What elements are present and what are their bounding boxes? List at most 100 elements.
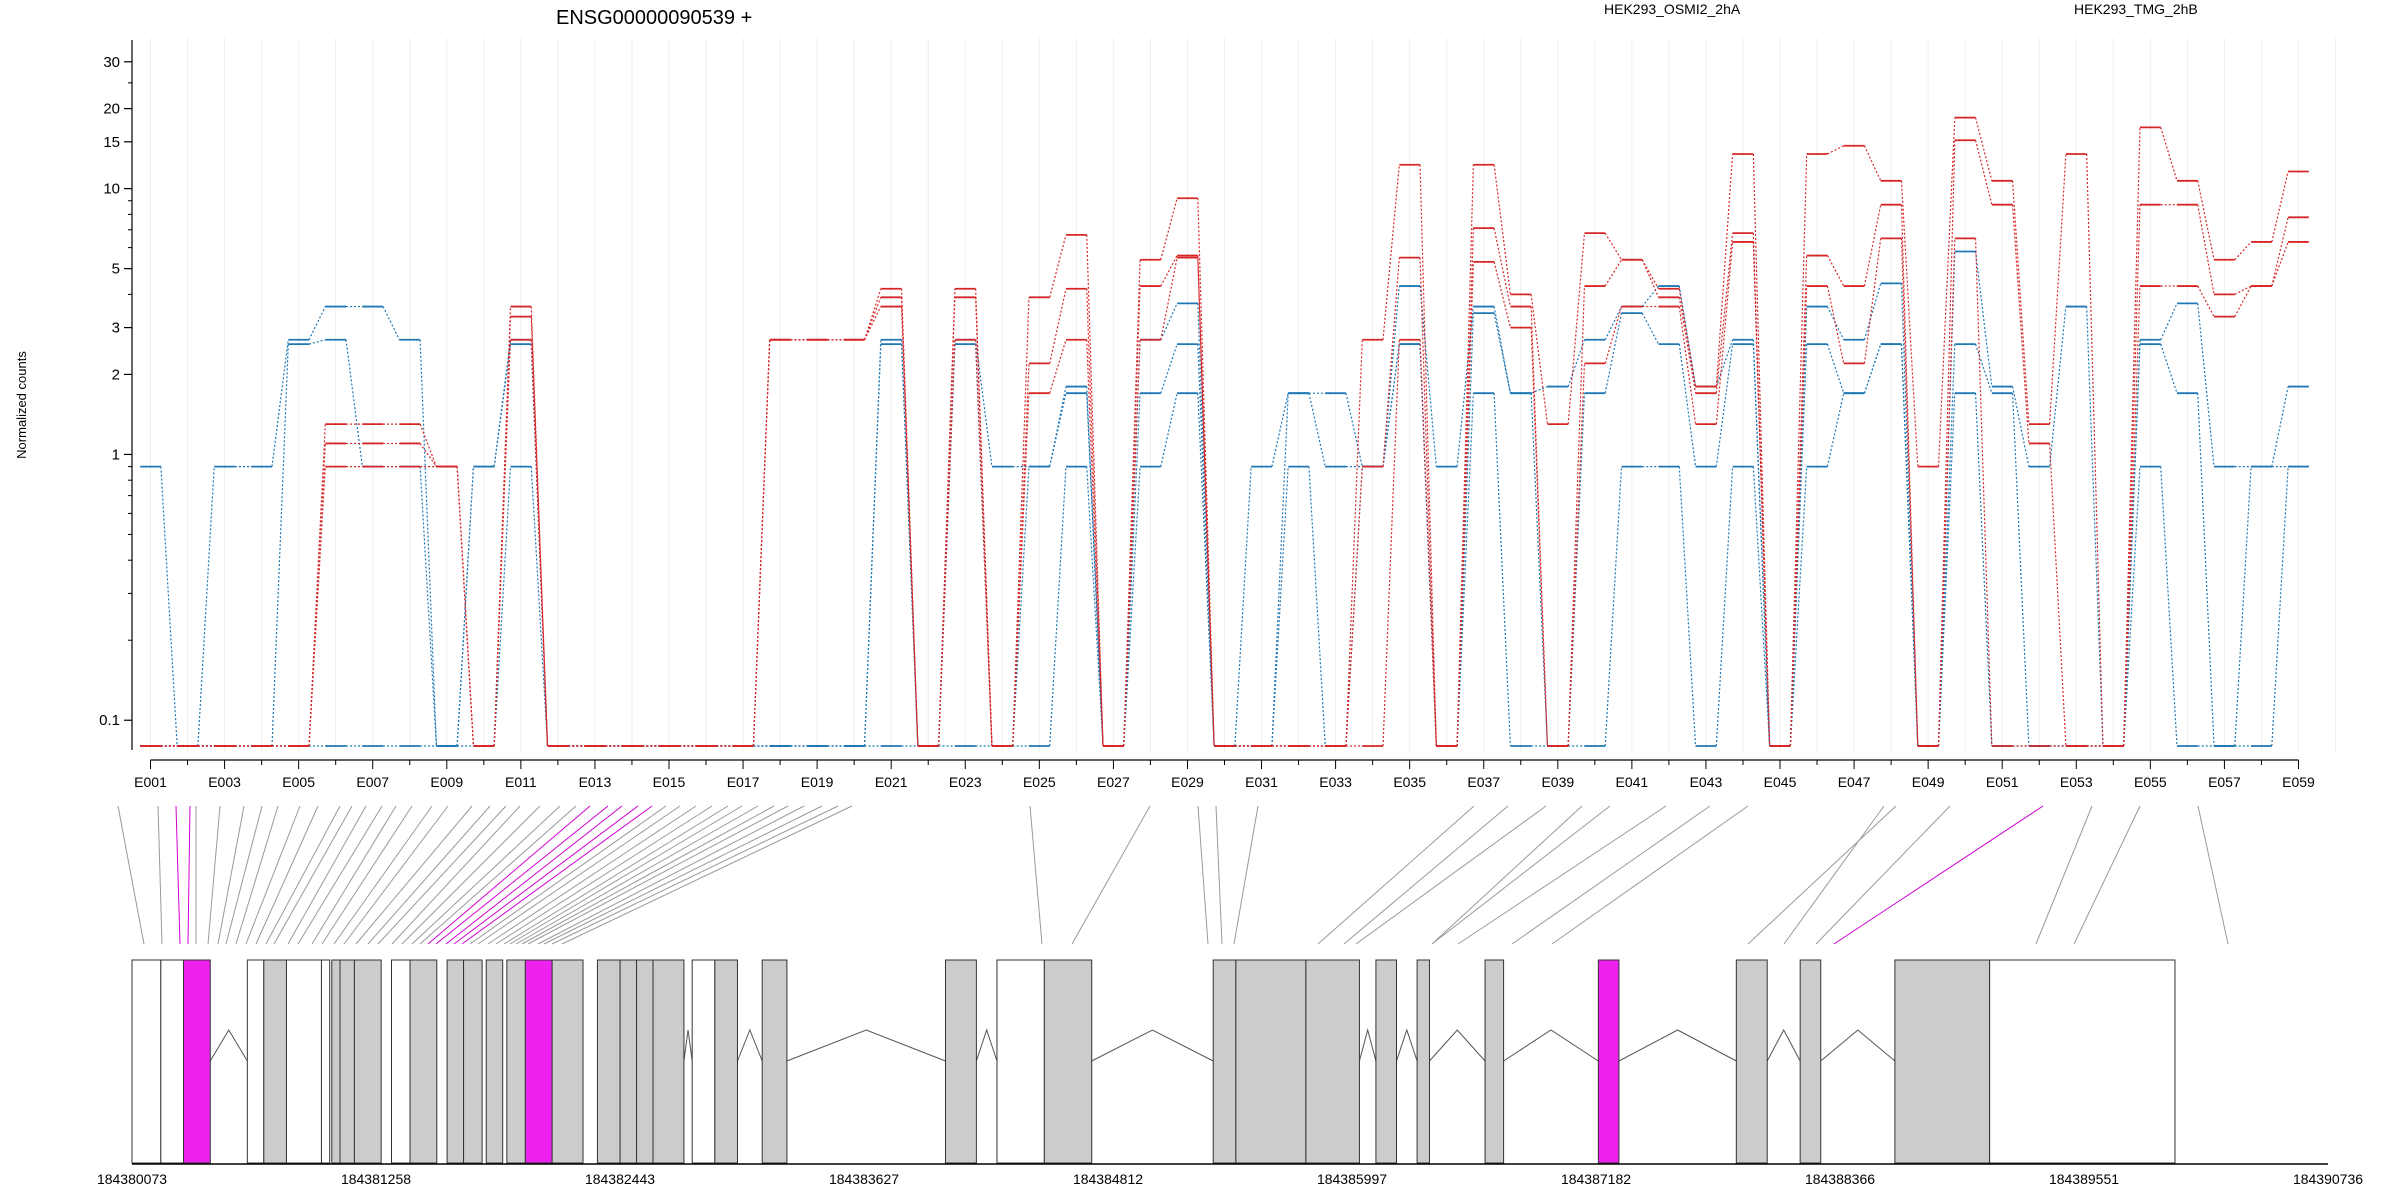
- bin-transition: [1086, 288, 1104, 747]
- exon-block: [761, 959, 788, 1164]
- x-tick-label: E015: [653, 774, 686, 790]
- bin-transition: [1049, 339, 1067, 394]
- bin-transition: [530, 466, 549, 747]
- exon-block: [1484, 959, 1505, 1164]
- x-tick-label: E051: [1986, 774, 2019, 790]
- exon-block: [182, 959, 211, 1164]
- x-tick-label: E007: [356, 774, 389, 790]
- exon-block: [1416, 959, 1430, 1164]
- exon-connector: [343, 805, 449, 945]
- bin-transition: [1049, 466, 1067, 747]
- bin-transition: [1826, 255, 1845, 287]
- bin-transition: [2271, 241, 2289, 287]
- exon-connector: [311, 805, 397, 945]
- bin-transition: [1160, 257, 1178, 340]
- bin-transition: [2160, 303, 2178, 341]
- exon-block: [463, 959, 483, 1164]
- bin-transition: [1715, 241, 1734, 425]
- exon-block: [320, 959, 331, 1164]
- bin-transition: [160, 466, 178, 747]
- exon-bin-connectors: [117, 805, 2229, 945]
- bin-transition: [1419, 285, 1437, 467]
- y-tick-label: 3: [112, 320, 120, 337]
- exon-connector: [411, 805, 561, 945]
- bin-transition: [1012, 297, 1030, 747]
- bin-transition: [2197, 285, 2215, 317]
- bin-transition: [1345, 339, 1363, 747]
- exon-connector: [1833, 805, 2044, 945]
- x-tick-label: E019: [801, 774, 834, 790]
- bin-transition: [1678, 344, 1697, 467]
- bin-transition: [1160, 198, 1178, 260]
- bin-transition: [1345, 393, 1363, 467]
- bin-transition: [1604, 466, 1623, 747]
- bin-transition: [1419, 339, 1437, 747]
- x-tick-label: E057: [2208, 774, 2241, 790]
- bin-transition: [900, 306, 919, 747]
- bin-transition: [1641, 312, 1660, 345]
- x-tick-label: E003: [208, 774, 241, 790]
- x-tick-label: E027: [1097, 774, 1130, 790]
- bin-transition: [2160, 127, 2178, 181]
- bin-transition: [1641, 259, 1660, 298]
- bin-transition: [419, 423, 437, 467]
- y-axis-label: Normalized counts: [14, 351, 29, 459]
- exon-connector: [453, 805, 639, 945]
- x-tick-label: E055: [2134, 774, 2167, 790]
- chart-title: ENSG00000090539 +: [556, 7, 752, 29]
- bin-transition: [1863, 238, 1882, 364]
- x-tick-label: E035: [1393, 774, 1426, 790]
- bin-transition: [2234, 466, 2252, 747]
- bin-transition: [493, 339, 512, 467]
- bin-transition: [493, 306, 512, 747]
- bin-transition: [1604, 306, 1623, 364]
- intron-line: [737, 1028, 763, 1062]
- bin-transition: [2123, 466, 2141, 747]
- bin-transition: [1086, 393, 1104, 747]
- exon-connector: [217, 805, 245, 945]
- bin-transition: [1604, 259, 1623, 287]
- bin-transition: [1974, 393, 1993, 747]
- x-tick-label: E045: [1764, 774, 1797, 790]
- bin-transition: [2271, 466, 2289, 747]
- exon-connector: [2035, 805, 2093, 945]
- exon-block: [246, 959, 265, 1164]
- exon-connector: [321, 805, 413, 945]
- bin-transition: [1012, 393, 1030, 747]
- exon-block: [1043, 959, 1093, 1164]
- bin-transition: [1493, 261, 1511, 328]
- y-tick-label: 15: [103, 134, 120, 151]
- bin-transition: [1160, 393, 1178, 467]
- exon-block: [285, 959, 322, 1164]
- intron-line: [1503, 1029, 1599, 1062]
- intron-line: [209, 1029, 248, 1062]
- bin-transition: [1863, 343, 1882, 394]
- exon-block: [636, 959, 654, 1164]
- bin-transition: [975, 288, 993, 747]
- bin-transition: [1493, 313, 1511, 394]
- exon-connector: [427, 805, 591, 945]
- bin-transition: [1974, 238, 1993, 747]
- x-tick-label: E043: [1690, 774, 1723, 790]
- x-tick-label: E053: [2060, 774, 2093, 790]
- intron-line: [1429, 1029, 1486, 1062]
- bin-transition: [2123, 127, 2141, 747]
- intron-line: [1766, 1028, 1801, 1062]
- exon-connector: [1551, 805, 1749, 945]
- bin-transition: [1863, 204, 1882, 287]
- bin-transition: [1937, 140, 1956, 747]
- bin-transition: [1049, 386, 1067, 467]
- exon-connector: [461, 805, 653, 945]
- exon-connector: [175, 805, 181, 945]
- bin-transition: [1641, 259, 1660, 290]
- bin-transition: [1160, 343, 1178, 394]
- exon-connector: [1071, 805, 1151, 945]
- y-tick-label: 30: [103, 54, 120, 71]
- exon-connector: [391, 805, 521, 945]
- bin-transition: [1123, 393, 1141, 747]
- bin-transition: [1678, 288, 1697, 387]
- legend-tmg: HEK293_TMG_2hB: [2074, 1, 2198, 17]
- gene-model: 184380073 184381258 184382443 184383627 1843…: [97, 959, 2363, 1187]
- bin-transition: [1530, 294, 1549, 425]
